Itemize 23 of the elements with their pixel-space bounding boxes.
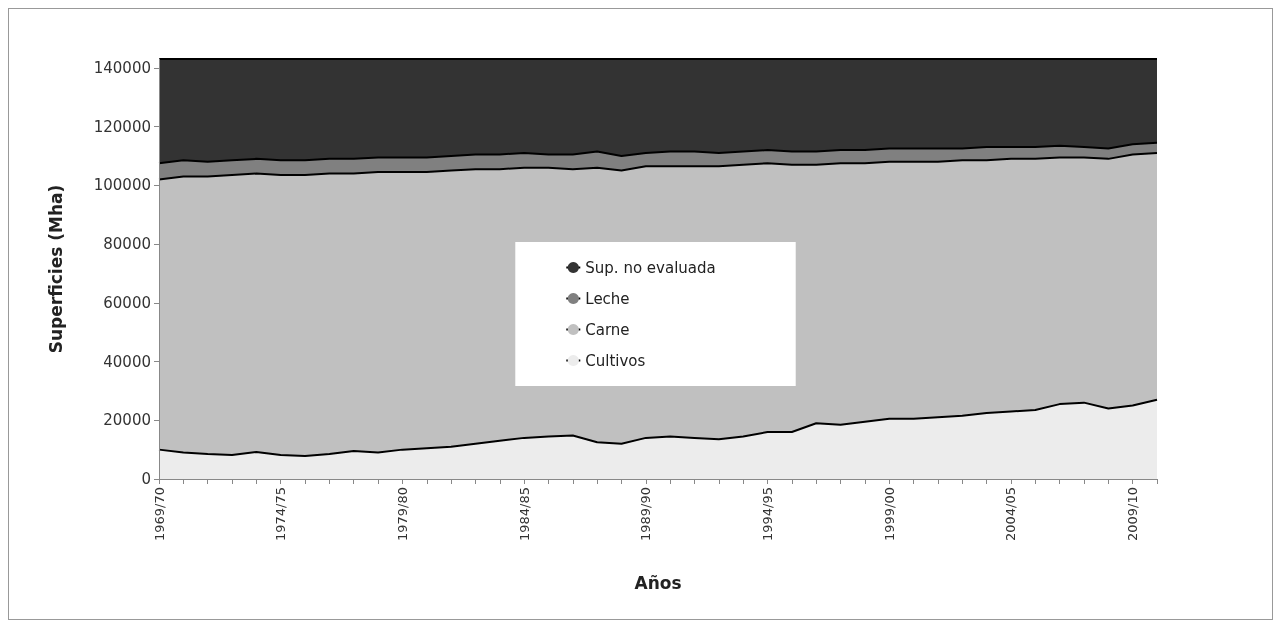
y-tick-label: 100000 xyxy=(93,176,151,195)
x-tick-label: 1969/70 xyxy=(151,487,167,542)
y-tick-label: 140000 xyxy=(93,58,151,77)
x-tick-label: 1974/75 xyxy=(273,487,289,542)
y-tick-label: 40000 xyxy=(103,352,151,371)
legend-label: Cultivos xyxy=(585,351,646,370)
x-tick-label: 2004/05 xyxy=(1003,487,1019,542)
x-tick-label: 1999/00 xyxy=(881,487,897,542)
x-tick-label: 1994/95 xyxy=(760,487,776,542)
x-tick-label: 2009/10 xyxy=(1125,487,1141,542)
legend-label: Sup. no evaluada xyxy=(585,258,716,277)
x-tick-label: 1984/85 xyxy=(516,487,532,542)
legend-label: Carne xyxy=(585,320,630,339)
y-tick-label: 120000 xyxy=(93,117,151,136)
legend-label: Leche xyxy=(585,289,630,308)
y-tick-label: 80000 xyxy=(103,235,151,254)
x-tick-label: 1979/80 xyxy=(394,487,410,542)
y-axis-title: Superficies (Mha) xyxy=(45,184,66,354)
x-axis-title: Años xyxy=(634,572,682,593)
y-tick-label: 60000 xyxy=(103,293,151,312)
y-tick-label: 20000 xyxy=(103,411,151,430)
x-tick-label: 1989/90 xyxy=(638,487,654,542)
y-tick-label: 0 xyxy=(141,470,151,488)
